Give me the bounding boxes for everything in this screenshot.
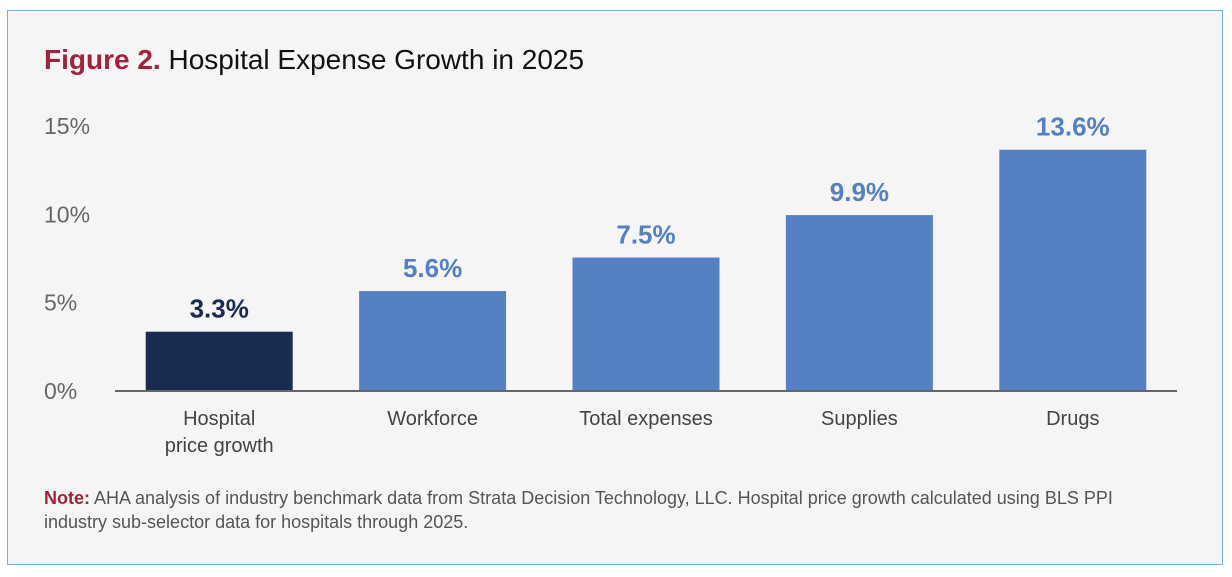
figure-number: Figure 2. — [44, 44, 161, 75]
chart-title: Figure 2. Hospital Expense Growth in 202… — [44, 44, 584, 76]
bar — [999, 149, 1147, 390]
data-label: 13.6% — [1036, 112, 1110, 142]
bar — [145, 331, 293, 390]
y-tick-label: 15% — [44, 113, 90, 139]
x-tick-label: Workforce — [387, 408, 478, 430]
bar — [359, 291, 507, 390]
x-tick-label: Total expenses — [579, 408, 712, 430]
y-tick-label: 10% — [44, 201, 90, 227]
data-label: 7.5% — [616, 220, 675, 250]
x-tick-label: Supplies — [821, 408, 898, 430]
data-label: 9.9% — [830, 177, 889, 207]
x-tick-label: Drugs — [1046, 408, 1099, 430]
x-tick-label: price growth — [165, 435, 274, 457]
y-tick-label: 0% — [44, 378, 77, 404]
bar — [785, 215, 933, 390]
y-tick-label: 5% — [44, 290, 77, 316]
data-label: 3.3% — [190, 294, 249, 324]
title-text: Hospital Expense Growth in 2025 — [160, 44, 585, 75]
note-text: AHA analysis of industry benchmark data … — [44, 488, 1113, 532]
bar — [572, 257, 720, 390]
x-tick-label: Hospital — [183, 408, 255, 430]
data-label: 5.6% — [403, 253, 462, 283]
note-label: Note: — [44, 488, 90, 508]
chart-note: Note: AHA analysis of industry benchmark… — [44, 486, 1164, 534]
